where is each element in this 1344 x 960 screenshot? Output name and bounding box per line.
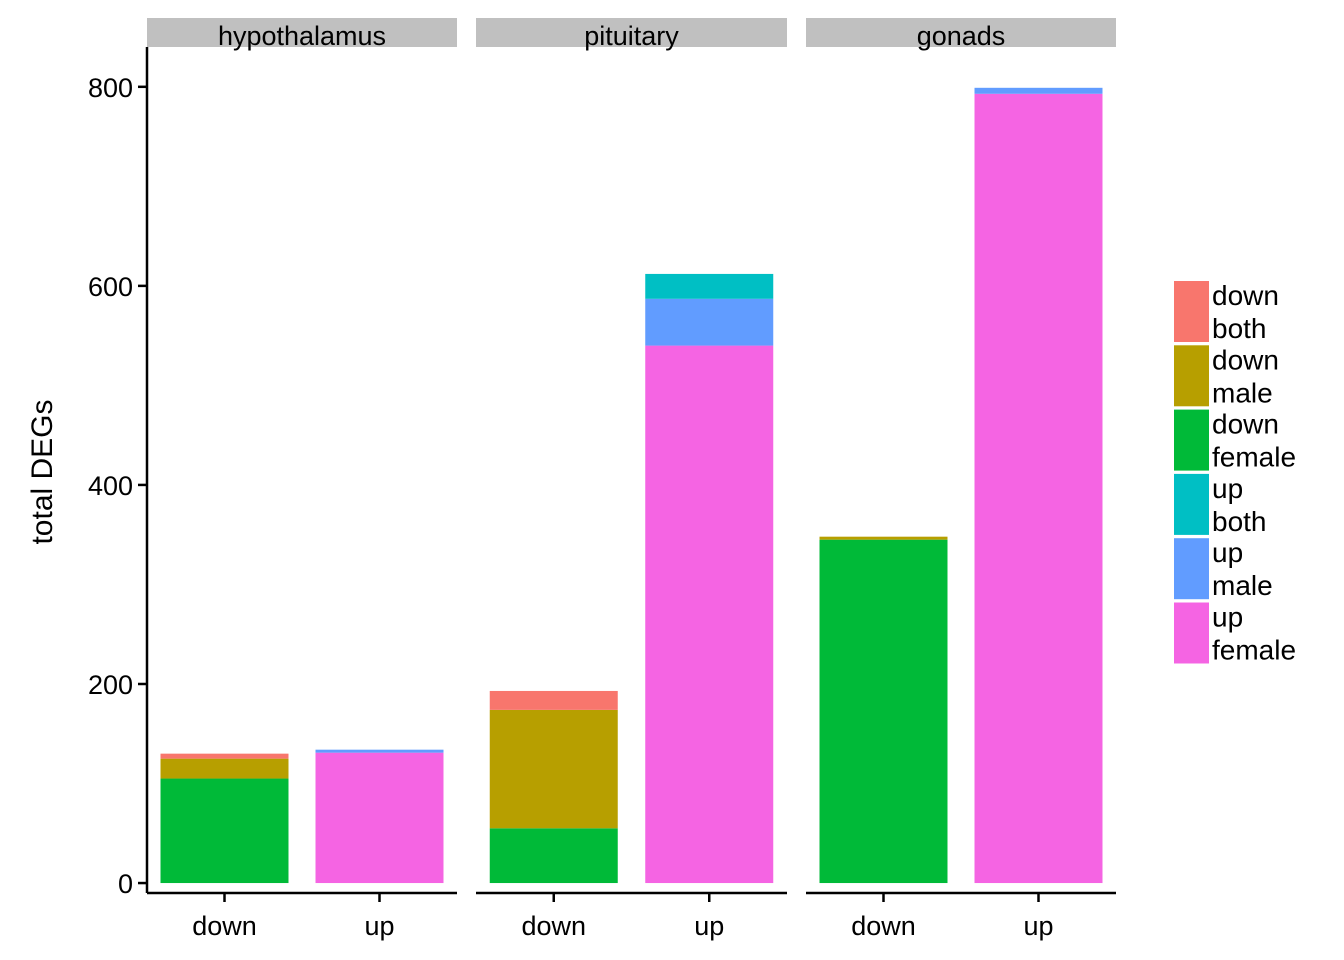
legend-label: male — [1212, 570, 1273, 601]
x-tick-label: down — [192, 911, 257, 941]
bar-segment-gonads-up-up-male — [974, 87, 1103, 94]
facet-strip-label: pituitary — [584, 21, 679, 51]
bar-segment-pituitary-down-down-both — [489, 690, 618, 710]
y-tick-label: 400 — [88, 471, 133, 501]
legend-key — [1174, 602, 1209, 664]
y-tick-label: 200 — [88, 670, 133, 700]
facet-hypothalamus: hypothalamus down up — [147, 18, 457, 941]
y-tick-label: 600 — [88, 272, 133, 302]
bar-segment-pituitary-up-up-male — [645, 298, 774, 346]
bar-segment-hypothalamus-down-down-both — [160, 753, 289, 759]
legend-key — [1174, 281, 1209, 342]
legend-label: both — [1212, 506, 1267, 537]
facet-gonads: gonads down up — [806, 18, 1116, 941]
facet-pituitary: pituitary down up — [476, 18, 787, 941]
legend-label: down — [1212, 280, 1279, 311]
legend-label: up — [1212, 473, 1243, 504]
legend-label: down — [1212, 344, 1279, 375]
legend-label: up — [1212, 537, 1243, 568]
y-axis-title: total DEGs — [26, 399, 59, 544]
facet-panels: hypothalamus down up pituitary down up gonads d… — [147, 18, 1116, 941]
legend-key — [1174, 538, 1209, 600]
y-tick-label: 0 — [118, 869, 133, 899]
legend-label: female — [1212, 635, 1296, 666]
bar-segment-hypothalamus-down-down-male — [160, 758, 289, 779]
y-axis: 0 200 400 600 800 — [88, 47, 149, 899]
bar-segment-gonads-down-down-male — [819, 536, 948, 540]
legend-label: both — [1212, 313, 1267, 344]
legend-label: female — [1212, 442, 1296, 473]
legend-label: up — [1212, 602, 1243, 633]
bar-segment-hypothalamus-up-up-male — [315, 749, 444, 753]
facet-strip-label: gonads — [917, 21, 1006, 51]
legend-key — [1174, 473, 1209, 535]
facet-strip — [476, 18, 787, 47]
facet-strip — [147, 18, 457, 47]
bar-segment-hypothalamus-down-down-female — [160, 778, 289, 884]
x-tick-label: up — [364, 911, 394, 941]
bar-segment-pituitary-down-down-male — [489, 709, 618, 829]
x-tick-label: up — [1023, 911, 1053, 941]
bar-segment-hypothalamus-up-up-female — [315, 752, 444, 884]
bar-segment-pituitary-up-up-female — [645, 345, 774, 884]
legend: downbothdownmaledownfemaleupbothupmaleup… — [1174, 280, 1296, 666]
x-tick-label: down — [851, 911, 916, 941]
bar-segment-pituitary-down-down-female — [489, 828, 618, 884]
y-tick-label: 800 — [88, 73, 133, 103]
x-tick-label: up — [694, 911, 724, 941]
legend-label: male — [1212, 377, 1273, 408]
legend-key — [1174, 409, 1209, 471]
legend-label: down — [1212, 409, 1279, 440]
x-tick-label: down — [521, 911, 586, 941]
bar-segment-gonads-up-up-female — [974, 93, 1103, 884]
legend-key — [1174, 345, 1209, 407]
bar-segment-pituitary-up-up-both — [645, 273, 774, 299]
bar-segment-gonads-down-down-female — [819, 539, 948, 884]
facet-strip — [806, 18, 1116, 47]
facet-strip-label: hypothalamus — [218, 21, 386, 51]
